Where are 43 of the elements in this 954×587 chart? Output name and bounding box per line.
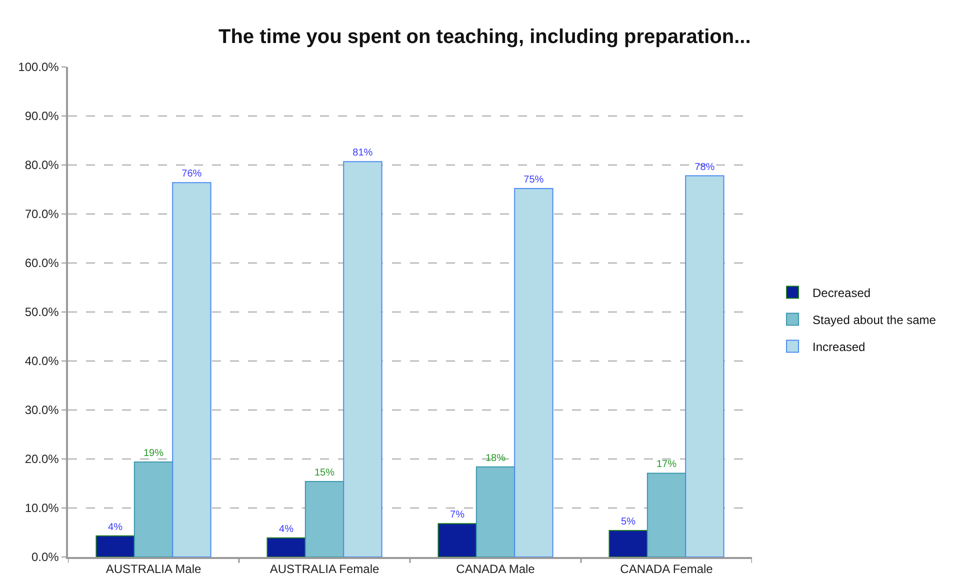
bar (514, 188, 554, 557)
data-label: 81% (352, 148, 373, 159)
bar (646, 472, 686, 557)
y-tick-label: 20.0% (24, 452, 60, 466)
x-tick-label: AUSTRALIA Male (106, 562, 202, 576)
bar (685, 175, 724, 557)
y-tick-label: 40.0% (24, 354, 60, 368)
x-tick-label: AUSTRALIA Female (270, 562, 380, 576)
y-tick-label: 100.0% (18, 60, 60, 74)
bar (134, 461, 174, 557)
data-label: 4% (108, 522, 123, 533)
data-label: 15% (314, 468, 335, 479)
bar (96, 535, 135, 557)
y-tick-label: 70.0% (24, 207, 60, 222)
data-label: 4% (279, 524, 294, 535)
y-tick-label: 50.0% (24, 305, 60, 320)
y-tick-label: 30.0% (24, 403, 60, 418)
data-label: 75% (524, 174, 544, 186)
data-label: 18% (485, 452, 506, 464)
y-tick-label: 80.0% (24, 158, 60, 172)
bar (608, 530, 648, 557)
data-label: 7% (450, 510, 465, 521)
data-label: 19% (143, 448, 164, 459)
bar (304, 481, 344, 557)
chart-title: The time you spent on teaching, including preparation... (218, 26, 751, 48)
bar (438, 523, 477, 557)
data-label: 17% (656, 459, 677, 470)
x-tick-label: CANADA Male (456, 562, 536, 576)
x-tick-label: CANADA Female (620, 562, 714, 576)
y-tick-label: 90.0% (24, 109, 60, 124)
bar (266, 537, 306, 557)
bar (172, 182, 212, 557)
data-label: 5% (621, 516, 636, 528)
legend-label: Stayed about the same (812, 312, 936, 327)
bar (343, 161, 382, 557)
data-label: 78% (694, 162, 715, 173)
legend-label: Decreased (812, 286, 871, 300)
bar (476, 466, 516, 557)
y-tick-label: 60.0% (24, 256, 60, 270)
legend-label: Increased (812, 340, 866, 354)
y-tick-label: 0.0% (31, 550, 60, 564)
data-label: 76% (182, 168, 202, 180)
y-tick-label: 10.0% (24, 501, 60, 516)
